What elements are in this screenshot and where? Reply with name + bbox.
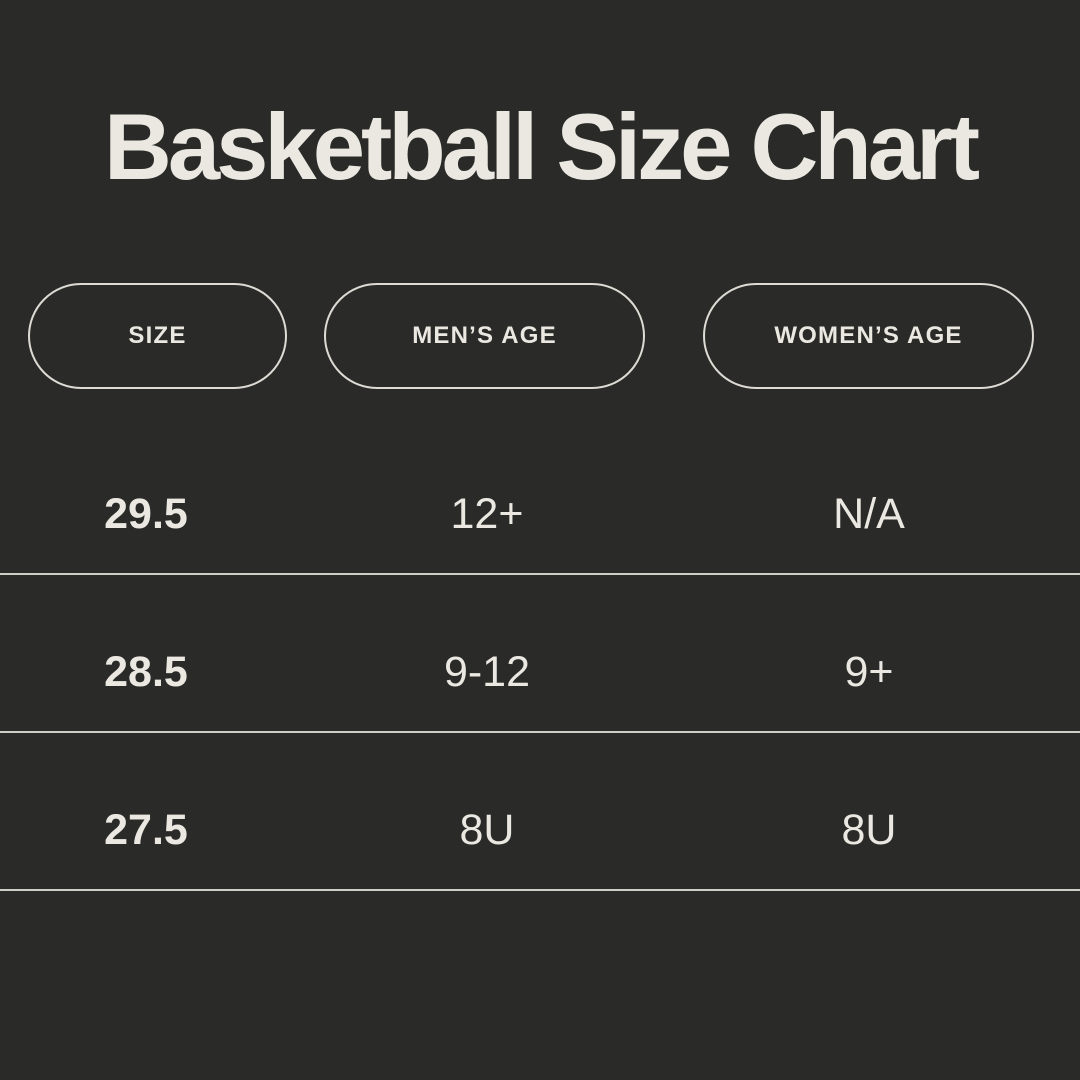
cell-mens-age-value: 8U (459, 805, 515, 854)
cell-mens-age-value: 9-12 (443, 647, 531, 696)
column-header-pill-mens-age: MEN’S AGE (324, 283, 645, 389)
cell-size-value: 28.5 (104, 647, 188, 696)
cell-womens-age-value: N/A (833, 489, 905, 538)
column-header-label-womens-age: WOMEN’S AGE (774, 322, 963, 349)
cell-mens-age-value: 12+ (450, 489, 524, 538)
column-header-label-size: SIZE (128, 322, 187, 349)
cell-womens-age-value: 8U (841, 805, 897, 854)
cell-size-value: 27.5 (104, 805, 188, 854)
page-title: Basketball Size Chart (103, 94, 980, 199)
column-header-label-mens-age: MEN’S AGE (412, 322, 557, 349)
table-row: 27.5 8U 8U (0, 733, 1080, 891)
size-table-body: 29.5 12+ N/A 28.5 9-12 9+ 27.5 8U 8U (0, 417, 1080, 891)
table-row: 28.5 9-12 9+ (0, 575, 1080, 733)
cell-size-value: 29.5 (104, 489, 188, 538)
cell-womens-age-value: 9+ (844, 647, 894, 696)
table-row: 29.5 12+ N/A (0, 417, 1080, 575)
column-header-pill-womens-age: WOMEN’S AGE (703, 283, 1034, 389)
column-header-pill-size: SIZE (28, 283, 287, 389)
